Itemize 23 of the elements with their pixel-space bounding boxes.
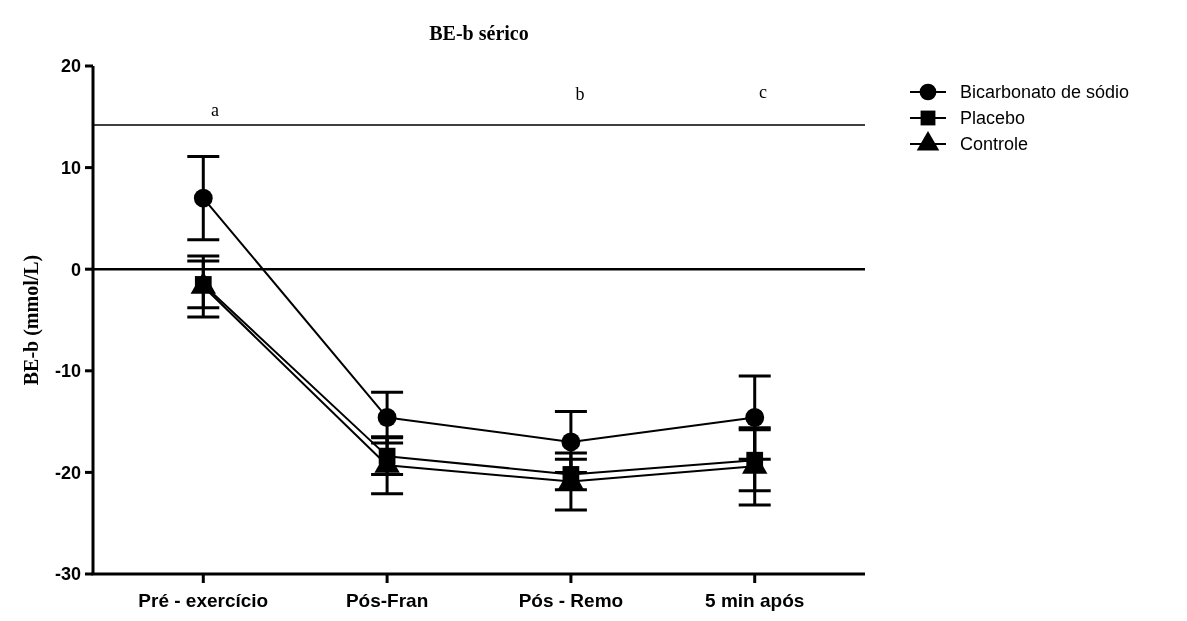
x-tick-label: Pré - exercício (138, 590, 269, 611)
annotation: b (575, 84, 585, 104)
legend-label: Placebo (960, 108, 1026, 129)
y-tick-label: -10 (54, 361, 81, 382)
y-axis-title: BE-b (mmol/L) (20, 254, 43, 386)
chart-title: BE-b sérico (429, 22, 529, 44)
x-tick-label: 5 min após (705, 590, 805, 611)
y-tick-label: -20 (54, 462, 81, 483)
y-tick-label: -30 (54, 564, 81, 585)
y-tick-label: 10 (60, 157, 81, 178)
x-tick-label: Pós - Remo (518, 590, 624, 611)
x-tick-label: Pós-Fran (345, 590, 429, 611)
legend-label: Controle (960, 134, 1029, 155)
point (561, 432, 581, 452)
point (745, 408, 765, 427)
y-tick-label: 0 (70, 259, 81, 280)
point (193, 188, 213, 208)
point (378, 447, 396, 465)
annotation: c (759, 82, 767, 102)
point (377, 408, 397, 427)
annotation: a (211, 100, 219, 120)
legend-label: Bicarbonato de sódio (960, 82, 1130, 103)
y-tick-label: 20 (60, 56, 81, 77)
